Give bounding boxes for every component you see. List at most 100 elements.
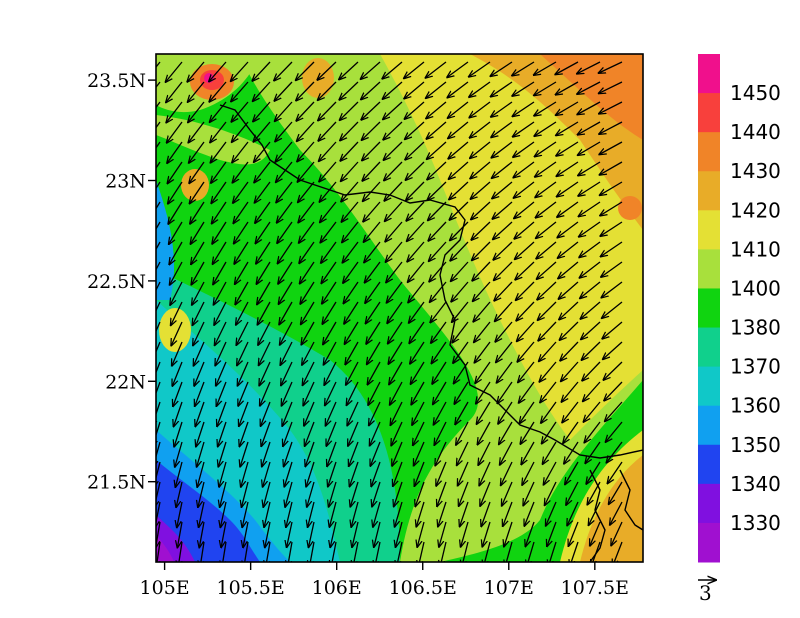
- wind-vector: [366, 301, 381, 324]
- wind-vector: [534, 81, 557, 96]
- wind-vector: [383, 101, 403, 120]
- wind-vector: [412, 401, 425, 425]
- wind-vector: [390, 401, 403, 425]
- wind-vector: [606, 441, 623, 463]
- wind-vector: [577, 61, 601, 74]
- wind-vector: [212, 221, 227, 244]
- wind-vector: [515, 241, 535, 259]
- wind-vector: [329, 481, 337, 507]
- wind-vector: [535, 141, 557, 157]
- wind-vector: [341, 161, 359, 181]
- wind-vector: [308, 501, 315, 527]
- wind-vector: [514, 201, 535, 218]
- wind-vector: [546, 501, 557, 526]
- wind-vector: [167, 121, 183, 143]
- wind-vector: [339, 61, 359, 80]
- wind-vector: [610, 501, 623, 525]
- wind-vector: [584, 421, 601, 443]
- wind-vector: [340, 101, 359, 120]
- wind-vector: [215, 341, 227, 366]
- wind-vector: [605, 401, 623, 421]
- wind-vector: [426, 81, 447, 98]
- wind-vector: [385, 201, 403, 221]
- wind-vector: [256, 261, 271, 284]
- wind-vector: [296, 101, 315, 121]
- wind-vector: [565, 461, 579, 485]
- wind-vector: [559, 321, 579, 340]
- colorbar-swatch: [698, 327, 720, 368]
- wind-vector: [156, 481, 161, 507]
- wind-vector: [363, 201, 381, 222]
- wind-vector: [156, 101, 161, 109]
- wind-vector: [156, 121, 161, 129]
- wind-vector: [210, 101, 227, 122]
- wind-vector: [491, 81, 513, 97]
- reference-vector: 3: [698, 580, 716, 605]
- wind-vector: [417, 521, 425, 547]
- wind-vector: [562, 401, 579, 423]
- wind-vector: [407, 221, 425, 241]
- wind-vector: [518, 361, 535, 382]
- wind-vector: [282, 381, 293, 406]
- wind-vector: [570, 541, 579, 562]
- wind-vector: [231, 101, 249, 122]
- wind-vector: [260, 381, 271, 406]
- wind-vector: [209, 61, 227, 82]
- wind-vector: [210, 121, 227, 143]
- wind-vector: [188, 81, 205, 102]
- wind-vector: [578, 141, 601, 155]
- wind-vector: [567, 501, 579, 526]
- wind-vector: [480, 481, 491, 506]
- wind-vector: [384, 161, 403, 181]
- wind-vector: [600, 201, 623, 216]
- colorbar-label: 1450: [730, 81, 781, 105]
- wind-vector: [497, 361, 513, 383]
- wind-vector: [156, 321, 161, 333]
- wind-vector: [303, 381, 315, 406]
- wind-vector: [522, 461, 535, 485]
- wind-vector: [461, 521, 469, 547]
- wind-vector: [261, 421, 271, 446]
- wind-vector: [198, 481, 205, 507]
- wind-vector: [493, 221, 513, 240]
- wind-vector: [397, 541, 403, 562]
- wind-vector: [187, 61, 205, 82]
- wind-vector: [319, 141, 337, 161]
- wind-vector: [432, 361, 447, 384]
- wind-vector: [305, 421, 315, 446]
- wind-vector: [254, 161, 271, 183]
- wind-vector: [222, 541, 227, 562]
- wind-vector: [492, 201, 513, 219]
- wind-vector: [583, 401, 601, 422]
- wind-vector: [361, 81, 381, 100]
- wind-vector: [174, 421, 183, 447]
- wind-vector: [544, 461, 557, 485]
- wind-vector: [580, 301, 601, 319]
- wind-vector: [175, 441, 183, 467]
- wind-vector: [286, 501, 293, 527]
- wind-vector: [274, 61, 293, 81]
- wind-vector: [304, 401, 315, 426]
- wind-vector: [512, 101, 535, 116]
- wind-vector: [501, 461, 513, 485]
- wind-vector: [275, 121, 293, 142]
- wind-vector: [279, 281, 293, 304]
- wind-vector: [371, 461, 381, 487]
- wind-vector: [411, 361, 425, 384]
- wind-vector: [309, 541, 315, 562]
- wind-vector: [325, 381, 337, 406]
- wind-vector: [318, 81, 337, 100]
- wind-vector: [318, 101, 337, 121]
- plot-frame: [155, 53, 644, 563]
- wind-vector: [556, 101, 579, 115]
- wind-vector: [367, 341, 381, 364]
- wind-vector: [256, 241, 271, 264]
- height-field: [156, 54, 643, 562]
- wind-vector: [498, 401, 513, 424]
- wind-vector: [557, 221, 579, 238]
- wind-vector: [430, 281, 447, 302]
- wind-vector: [578, 201, 601, 217]
- wind-vector: [170, 281, 183, 305]
- wind-vector: [211, 161, 227, 183]
- wind-vector: [189, 161, 205, 183]
